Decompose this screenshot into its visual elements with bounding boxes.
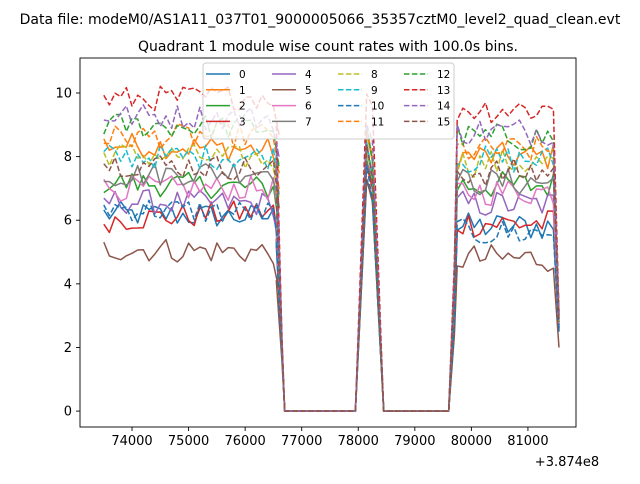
legend-label-2: 2	[239, 101, 246, 113]
plot-frame	[79, 57, 577, 428]
legend-label-15: 15	[437, 116, 450, 128]
legend-label-7: 7	[305, 116, 312, 128]
series-line-5	[103, 178, 560, 412]
x-tick-label: 77000	[281, 434, 322, 449]
legend-label-3: 3	[239, 116, 246, 128]
legend-label-5: 5	[305, 85, 312, 97]
legend-label-14: 14	[437, 101, 451, 113]
series-line-4	[103, 163, 560, 412]
series-line-9	[103, 141, 560, 412]
x-tick-label: 78000	[338, 434, 379, 449]
chart-title: Quadrant 1 module wise count rates with …	[138, 39, 518, 55]
legend-label-1: 1	[239, 85, 246, 97]
figure-suptitle: Data file: modeM0/AS1A11_037T01_90000050…	[20, 12, 621, 28]
x-tick-label: 74000	[111, 434, 152, 449]
legend-label-12: 12	[437, 69, 450, 81]
legend-label-9: 9	[371, 85, 378, 97]
x-tick-label: 79000	[394, 434, 435, 449]
legend-label-13: 13	[437, 85, 450, 97]
x-axis-offset-label: +3.874e8	[535, 455, 599, 470]
legend-box	[202, 62, 455, 140]
series-line-15	[103, 144, 560, 412]
series-line-8	[103, 143, 560, 412]
legend-label-0: 0	[239, 69, 246, 81]
series-line-10	[103, 163, 560, 412]
legend-label-11: 11	[371, 116, 384, 128]
series-line-7	[103, 141, 560, 412]
y-tick-label: 4	[64, 277, 72, 292]
x-tick-label: 81000	[507, 434, 548, 449]
y-tick-label: 0	[64, 405, 72, 420]
x-tick-label: 75000	[168, 434, 209, 449]
legend-label-6: 6	[305, 101, 312, 113]
y-tick-label: 2	[64, 341, 72, 356]
y-tick-label: 10	[55, 86, 72, 101]
series-line-0	[103, 178, 560, 412]
y-axis: 0 2 4 6 8 10	[55, 86, 80, 420]
y-tick-label: 8	[64, 150, 72, 165]
y-tick-label: 6	[64, 214, 72, 229]
legend-label-10: 10	[371, 101, 384, 113]
x-axis: 74000 75000 76000 77000 78000 79000 80000 81000	[111, 427, 549, 449]
series-line-2	[103, 158, 560, 412]
x-tick-label: 76000	[224, 434, 265, 449]
legend-label-4: 4	[305, 69, 312, 81]
legend-label-8: 8	[371, 69, 378, 81]
x-tick-label: 80000	[451, 434, 492, 449]
